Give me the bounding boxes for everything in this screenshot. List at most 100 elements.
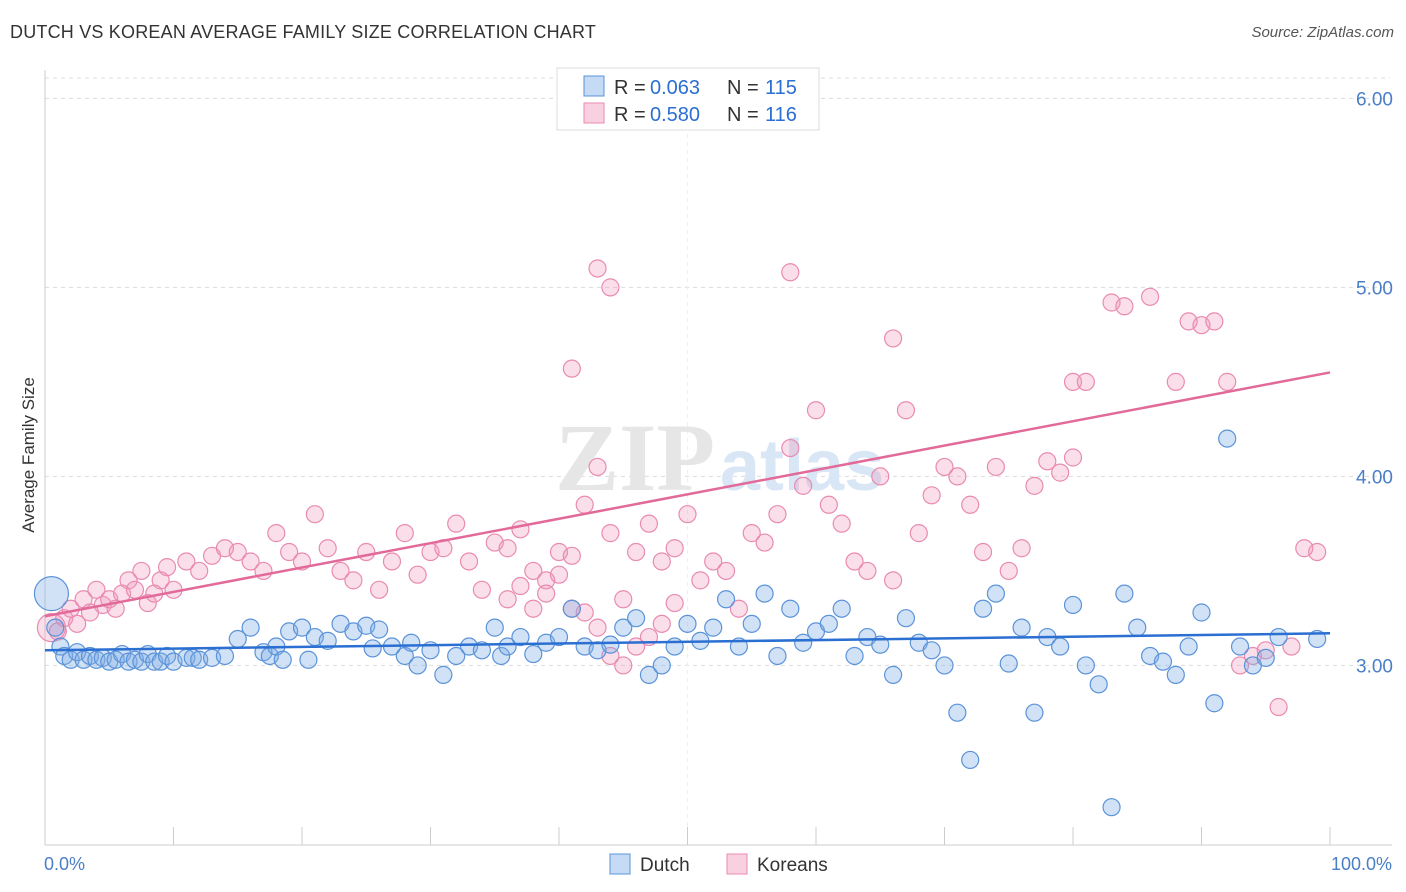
- dutch-point: [1256, 648, 1275, 667]
- dutch-point: [1089, 675, 1108, 694]
- y-tick-label: 6.00: [1356, 89, 1393, 110]
- korean-point: [177, 552, 196, 571]
- korean-point: [267, 524, 286, 543]
- dutch-point: [273, 650, 292, 669]
- dutch-point: [472, 641, 491, 660]
- dutch-point: [299, 650, 318, 669]
- korean-point: [704, 552, 723, 571]
- korean-point: [858, 561, 877, 581]
- korean-point: [157, 558, 177, 577]
- dutch-point: [601, 635, 620, 654]
- korean-point: [119, 571, 138, 590]
- dutch-point: [626, 609, 646, 628]
- bottom-legend-swatch-dutch: [609, 853, 631, 875]
- korean-point: [961, 495, 980, 514]
- korean-point: [524, 599, 543, 618]
- korean-point: [1205, 312, 1224, 331]
- legend-swatch-korean: [583, 102, 605, 124]
- korean-point: [665, 593, 684, 613]
- korean-point: [794, 476, 813, 495]
- korean-point: [318, 539, 337, 558]
- dutch-point: [768, 646, 787, 666]
- korean-point: [999, 561, 1018, 581]
- trend-lines: [44, 371, 1331, 652]
- dutch-point: [1230, 637, 1250, 656]
- korean-point: [1076, 372, 1095, 391]
- korean-point: [511, 520, 530, 539]
- dutch-point: [1051, 637, 1070, 656]
- korean-point: [652, 614, 671, 633]
- dutch-point: [678, 614, 697, 633]
- korean-point: [125, 580, 145, 599]
- korean-point: [87, 580, 106, 599]
- dutch-point: [1179, 637, 1198, 656]
- chart-title: DUTCH VS KOREAN AVERAGE FAMILY SIZE CORR…: [10, 22, 597, 42]
- dutch-point: [61, 650, 80, 669]
- dutch-point: [363, 639, 382, 658]
- legend-korean-r-value: 0.580: [650, 104, 700, 126]
- korean-point: [729, 599, 749, 618]
- korean-point: [768, 505, 787, 524]
- dutch-point: [408, 656, 427, 675]
- dutch-point: [434, 665, 453, 684]
- legend-korean-n-value: 116: [765, 104, 797, 126]
- korean-point: [909, 524, 928, 543]
- dutch-point: [1218, 429, 1237, 448]
- dutch-point: [896, 609, 916, 628]
- dutch-point: [498, 637, 517, 656]
- bottom-legend: Dutch Koreans: [609, 853, 828, 876]
- dutch-point: [1025, 703, 1044, 722]
- korean-point: [614, 590, 633, 609]
- korean-point: [781, 263, 800, 282]
- korean-point: [601, 524, 620, 543]
- korean-point: [639, 514, 659, 533]
- korean-point: [1218, 372, 1237, 391]
- korean-point: [357, 542, 376, 562]
- dutch-point: [292, 618, 312, 637]
- korean-point: [601, 278, 620, 297]
- korean-point: [832, 514, 851, 533]
- korean-point: [498, 539, 517, 558]
- dutch-point: [794, 633, 813, 652]
- korean-point: [588, 259, 607, 278]
- dutch-point: [986, 584, 1006, 603]
- korean-point: [1038, 452, 1057, 471]
- dutch-point: [832, 599, 851, 618]
- korean-point: [1230, 656, 1250, 675]
- korean-point: [241, 552, 260, 571]
- korean-point: [524, 561, 543, 581]
- korean-point: [678, 505, 697, 524]
- korean-point: [562, 546, 581, 565]
- korean-point: [742, 524, 761, 543]
- bottom-legend-korean: Koreans: [757, 855, 828, 876]
- dutch-point: [1076, 656, 1095, 675]
- dutch-point: [447, 646, 466, 666]
- y-tick-label: 3.00: [1356, 656, 1393, 677]
- korean-point: [588, 457, 607, 477]
- korean-point: [549, 565, 569, 584]
- dutch-point: [961, 750, 980, 770]
- dutch-point: [1115, 584, 1134, 603]
- korean-trend-line: [44, 371, 1331, 618]
- top-legend: R = 0.063 N = 115 R = 0.580 N = 116: [556, 67, 820, 131]
- dutch-point: [665, 637, 684, 656]
- korean-point: [588, 618, 607, 637]
- korean-point: [537, 584, 556, 603]
- korean-point: [1063, 448, 1083, 467]
- korean-point: [973, 542, 993, 562]
- dutch-point: [562, 599, 581, 618]
- korean-point: [948, 467, 967, 486]
- dutch-point: [716, 590, 736, 609]
- korean-point: [1308, 542, 1327, 562]
- korean-point: [1256, 641, 1275, 660]
- watermark-atlas: atlas: [720, 426, 884, 506]
- korean-point: [1282, 637, 1301, 656]
- legend-swatch-dutch: [583, 75, 605, 97]
- dutch-point: [883, 665, 903, 684]
- korean-point: [1012, 539, 1031, 558]
- dutch-point: [215, 646, 234, 666]
- legend-korean-n-label: N =: [727, 104, 759, 126]
- korean-point: [447, 514, 466, 533]
- dutch-point: [511, 627, 530, 647]
- korean-point: [1025, 476, 1044, 495]
